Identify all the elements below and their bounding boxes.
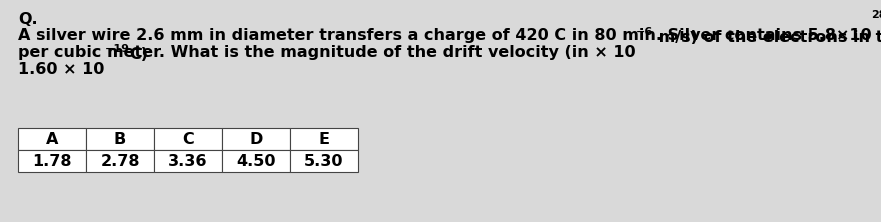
Text: 1.78: 1.78 — [33, 153, 71, 168]
Text: C: C — [182, 131, 194, 147]
Text: 5.30: 5.30 — [304, 153, 344, 168]
Bar — [86, 128, 154, 150]
Text: m/s) of the electrons in the wire? (e =: m/s) of the electrons in the wire? (e = — [653, 30, 881, 45]
Bar — [222, 128, 290, 150]
Bar — [86, 150, 154, 172]
Bar — [154, 128, 222, 150]
Text: 3.36: 3.36 — [168, 153, 208, 168]
Text: C): C) — [130, 47, 148, 62]
Text: D: D — [249, 131, 263, 147]
Text: A: A — [46, 131, 58, 147]
Text: 28: 28 — [871, 10, 881, 20]
Bar — [18, 128, 86, 150]
Text: 2.78: 2.78 — [100, 153, 140, 168]
Bar — [154, 150, 222, 172]
Text: 1.60 × 10: 1.60 × 10 — [18, 62, 104, 77]
Text: −19: −19 — [104, 44, 130, 54]
Text: B: B — [114, 131, 126, 147]
Text: −6: −6 — [635, 27, 653, 37]
Bar — [18, 150, 86, 172]
Text: E: E — [319, 131, 329, 147]
Bar — [290, 128, 358, 150]
Text: Q.: Q. — [18, 12, 38, 27]
Text: A silver wire 2.6 mm in diameter transfers a charge of 420 C in 80 min. Silver c: A silver wire 2.6 mm in diameter transfe… — [18, 28, 871, 43]
Bar — [290, 150, 358, 172]
Bar — [222, 150, 290, 172]
Text: per cubic meter. What is the magnitude of the drift velocity (in × 10: per cubic meter. What is the magnitude o… — [18, 45, 635, 60]
Text: 4.50: 4.50 — [236, 153, 276, 168]
